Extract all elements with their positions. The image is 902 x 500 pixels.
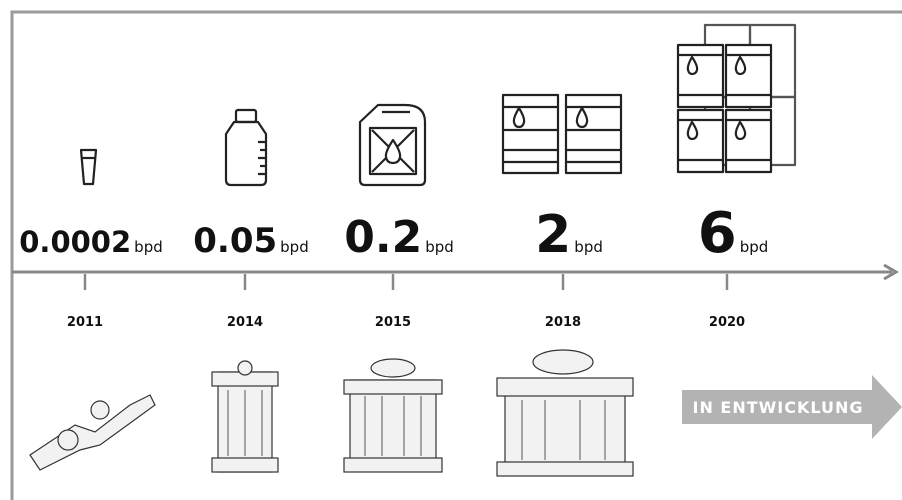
capacity-label: 0.05 bpd [193, 221, 308, 261]
year-label: 2018 [545, 315, 581, 330]
device-2014 [211, 360, 279, 473]
capacity-unit: bpd [574, 238, 603, 256]
capacity-value: 0.0002 [19, 225, 131, 259]
year-label: 2014 [227, 315, 263, 330]
capacity-value: 6 [698, 201, 737, 266]
jerrycan-icon [358, 103, 427, 187]
capacity-label: 0.2 bpd [344, 212, 454, 263]
capacity-value: 0.2 [344, 212, 422, 263]
year-label: 2011 [67, 315, 103, 330]
year-label: 2015 [375, 315, 411, 330]
in-development-arrow: IN ENTWICKLUNG [682, 375, 902, 439]
year-label: 2020 [709, 315, 745, 330]
frame [10, 10, 902, 500]
capacity-label: 0.0002 bpd [19, 225, 163, 259]
cup-icon [79, 148, 98, 186]
capacity-unit: bpd [134, 238, 163, 256]
capacity-label: 6 bpd [698, 201, 769, 266]
device-2018 [496, 349, 634, 477]
in-development-label: IN ENTWICKLUNG [692, 398, 863, 417]
axis-arrowhead [883, 263, 899, 281]
capacity-unit: bpd [280, 238, 309, 256]
two-barrels-icon [501, 93, 623, 175]
capacity-unit: bpd [425, 238, 454, 256]
barrel-stack-icon [676, 23, 797, 174]
device-2015 [343, 358, 443, 473]
capacity-value: 2 [535, 205, 571, 265]
device-2011 [29, 394, 156, 471]
capacity-value: 0.05 [193, 221, 277, 261]
bottle-icon [224, 108, 268, 187]
capacity-unit: bpd [740, 238, 769, 256]
capacity-label: 2 bpd [535, 205, 603, 265]
